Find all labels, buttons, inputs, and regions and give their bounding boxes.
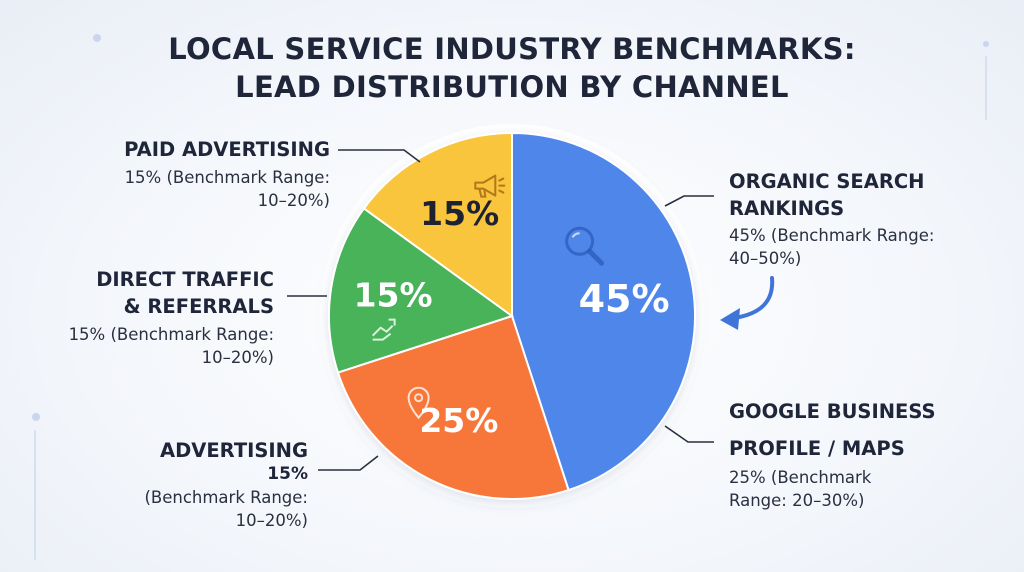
magnifier-icon xyxy=(565,226,605,266)
connector-advertising xyxy=(318,455,379,471)
pie-slice-organic xyxy=(511,131,696,492)
label-advertising-title-1: ADVERTISING xyxy=(159,439,308,462)
label-direct-sub-2: 10–20%) xyxy=(201,348,274,367)
pie-slice-gbp xyxy=(336,314,570,500)
label-direct-sub-1: 15% (Benchmark Range: xyxy=(68,325,274,344)
label-paid-sub-2: 10–20%) xyxy=(257,191,330,210)
pie-slice-paid xyxy=(362,131,513,318)
slice-value-label-gbp: 25% xyxy=(419,401,498,440)
handshake-icon xyxy=(371,318,396,341)
label-organic-sub-1: 45% (Benchmark Range: xyxy=(729,226,935,245)
curved-arrow-icon xyxy=(720,276,775,330)
label-gbp-sub-2: Range: 20–30%) xyxy=(729,491,865,510)
megaphone-icon xyxy=(474,174,506,198)
label-advertising-sub-1: (Benchmark Range: xyxy=(144,488,308,507)
label-paid-title: PAID ADVERTISING xyxy=(124,138,330,161)
label-gbp-title-1: GOOGLE BUSINESS xyxy=(729,400,936,423)
label-gbp-sub-1: 25% (Benchmark xyxy=(729,468,872,487)
decor-dot xyxy=(32,413,40,421)
slice-icons xyxy=(371,174,605,420)
label-organic-sub-2: 40–50%) xyxy=(729,249,802,268)
label-organic-title-2: RANKINGS xyxy=(729,197,845,220)
label-advertising-sub-2: 10–20%) xyxy=(235,511,308,530)
label-connectors xyxy=(287,149,775,471)
decor-line xyxy=(34,430,36,560)
label-paid-sub-1: 15% (Benchmark Range: xyxy=(124,168,330,187)
label-direct-title-1: DIRECT TRAFFIC xyxy=(96,268,274,291)
label-organic-title-1: ORGANIC SEARCH xyxy=(729,170,925,193)
decor-dot xyxy=(983,41,989,47)
connector-paid xyxy=(338,149,421,163)
chart-title-line-2: LEAD DISTRIBUTION BY CHANNEL xyxy=(235,70,789,104)
map-pin-icon xyxy=(407,386,430,420)
decor-dot xyxy=(93,34,101,42)
slice-value-label-organic: 45% xyxy=(579,277,670,321)
pie-slices xyxy=(328,131,696,500)
connector-gbp xyxy=(664,425,714,443)
label-gbp-title-2: PROFILE / MAPS xyxy=(729,437,905,460)
label-advertising-title-2: 15% xyxy=(267,464,308,484)
chart-title-line-1: LOCAL SERVICE INDUSTRY BENCHMARKS: xyxy=(168,32,856,66)
slice-value-labels: 45% 25% 15% 15% xyxy=(354,194,670,440)
slice-value-label-direct: 15% xyxy=(354,276,433,315)
pie-slice-direct xyxy=(328,207,515,374)
decor-line xyxy=(985,56,987,120)
connector-organic xyxy=(664,195,714,207)
slice-value-label-paid: 15% xyxy=(420,194,499,233)
label-direct-title-2: & REFERRALS xyxy=(123,295,274,318)
